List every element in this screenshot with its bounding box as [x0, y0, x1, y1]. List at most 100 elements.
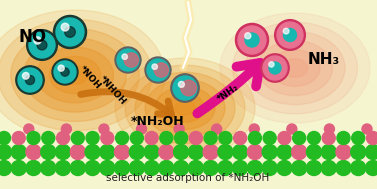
Text: selective adsorption of *NH₂OH: selective adsorption of *NH₂OH: [106, 173, 270, 183]
Circle shape: [233, 160, 248, 176]
Circle shape: [144, 145, 159, 160]
Circle shape: [322, 132, 335, 145]
Circle shape: [65, 27, 75, 37]
Circle shape: [61, 23, 69, 31]
Circle shape: [178, 81, 184, 87]
Circle shape: [159, 160, 174, 176]
Circle shape: [245, 33, 259, 47]
Circle shape: [61, 68, 69, 76]
Text: *NHOH: *NHOH: [97, 74, 127, 106]
Circle shape: [262, 145, 277, 160]
Circle shape: [218, 145, 233, 160]
Circle shape: [173, 76, 197, 100]
Circle shape: [293, 132, 306, 145]
Circle shape: [58, 65, 64, 71]
Circle shape: [262, 160, 277, 176]
Circle shape: [54, 15, 86, 49]
Circle shape: [12, 132, 25, 145]
Circle shape: [55, 160, 70, 176]
Circle shape: [34, 37, 41, 44]
Circle shape: [115, 160, 130, 176]
Circle shape: [337, 132, 350, 145]
Circle shape: [101, 132, 114, 145]
Circle shape: [219, 132, 232, 145]
Circle shape: [188, 160, 203, 176]
Circle shape: [0, 132, 11, 145]
Circle shape: [204, 132, 217, 145]
Circle shape: [249, 124, 259, 134]
Circle shape: [234, 132, 247, 145]
Ellipse shape: [155, 87, 215, 129]
Ellipse shape: [233, 22, 357, 114]
Circle shape: [0, 160, 12, 176]
Circle shape: [352, 132, 365, 145]
Circle shape: [247, 145, 262, 160]
Circle shape: [116, 132, 129, 145]
Circle shape: [11, 160, 26, 176]
Text: *NOH: *NOH: [77, 65, 103, 91]
Circle shape: [236, 23, 268, 57]
Circle shape: [55, 145, 70, 160]
Circle shape: [0, 145, 12, 160]
Circle shape: [130, 132, 143, 145]
Text: *NH₂OH: *NH₂OH: [131, 115, 185, 128]
Circle shape: [174, 145, 188, 160]
Circle shape: [181, 80, 196, 96]
Circle shape: [61, 124, 71, 134]
Ellipse shape: [125, 65, 245, 151]
Text: *NH₂: *NH₂: [216, 83, 241, 104]
Circle shape: [366, 132, 377, 145]
Ellipse shape: [49, 57, 101, 94]
Ellipse shape: [257, 40, 333, 95]
Circle shape: [16, 66, 44, 94]
Ellipse shape: [220, 13, 370, 123]
Circle shape: [238, 26, 266, 54]
Circle shape: [26, 145, 41, 160]
Circle shape: [11, 145, 26, 160]
Circle shape: [54, 61, 76, 83]
Circle shape: [325, 124, 334, 134]
Circle shape: [85, 145, 100, 160]
Circle shape: [37, 40, 47, 50]
Circle shape: [152, 64, 158, 69]
Circle shape: [245, 33, 251, 39]
Circle shape: [321, 145, 336, 160]
FancyArrowPatch shape: [81, 92, 172, 115]
Circle shape: [189, 132, 202, 145]
Circle shape: [70, 160, 85, 176]
Circle shape: [277, 22, 303, 48]
Circle shape: [175, 132, 188, 145]
Circle shape: [307, 160, 322, 176]
Circle shape: [292, 145, 307, 160]
Circle shape: [233, 145, 248, 160]
Circle shape: [211, 124, 222, 134]
Circle shape: [42, 132, 55, 145]
Ellipse shape: [245, 31, 345, 105]
Circle shape: [261, 54, 289, 82]
Circle shape: [100, 160, 115, 176]
Circle shape: [308, 132, 320, 145]
Circle shape: [278, 132, 291, 145]
Circle shape: [124, 53, 138, 67]
Circle shape: [203, 145, 218, 160]
Circle shape: [287, 124, 297, 134]
Circle shape: [203, 160, 218, 176]
Circle shape: [41, 160, 56, 176]
Ellipse shape: [135, 72, 235, 144]
Circle shape: [115, 47, 141, 73]
Circle shape: [25, 75, 35, 84]
Circle shape: [275, 20, 305, 50]
Circle shape: [145, 132, 158, 145]
Circle shape: [136, 124, 147, 134]
Text: NO: NO: [18, 28, 46, 46]
Circle shape: [129, 145, 144, 160]
Circle shape: [99, 124, 109, 134]
Ellipse shape: [24, 38, 126, 112]
Circle shape: [218, 160, 233, 176]
Circle shape: [171, 74, 199, 102]
Circle shape: [18, 68, 42, 92]
Circle shape: [292, 160, 307, 176]
Circle shape: [336, 145, 351, 160]
Ellipse shape: [175, 101, 195, 115]
Circle shape: [23, 72, 29, 79]
